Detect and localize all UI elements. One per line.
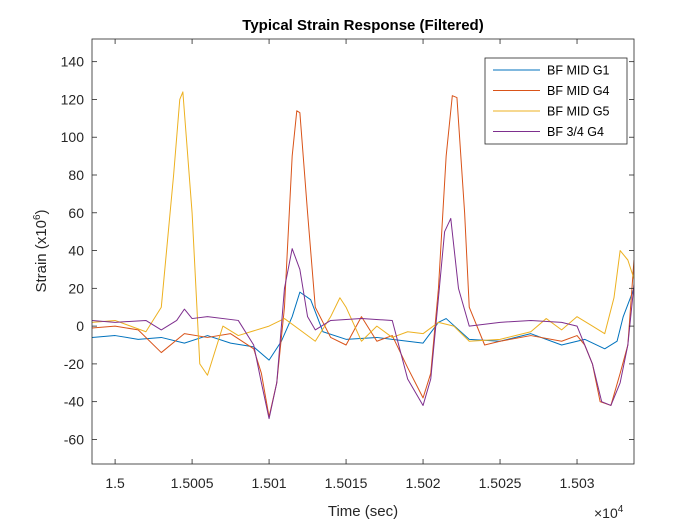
y-tick-label: 40 — [68, 243, 84, 259]
legend-label: BF MID G1 — [547, 64, 610, 78]
x-exponent-base: ×10 — [594, 505, 618, 521]
y-tick-label: 100 — [61, 129, 85, 145]
series-layer — [92, 91, 634, 420]
legend-label: BF MID G4 — [547, 84, 610, 98]
legend-label: BF MID G5 — [547, 105, 610, 119]
x-tick-label: 1.5 — [105, 475, 125, 491]
legend: BF MID G1 BF MID G4 BF MID G5 BF 3/4 G4 — [484, 57, 628, 145]
x-tick-label: 1.502 — [406, 475, 441, 491]
x-tick-label: 1.5015 — [325, 475, 368, 491]
svg-text:×104: ×104 — [594, 504, 624, 521]
x-tick-label: 1.5025 — [479, 475, 522, 491]
ticks-layer: 1.5 1.5005 1.501 1.5015 1.502 1.5025 1.503 -60 -… — [61, 39, 634, 491]
series-line-3 — [92, 91, 634, 376]
x-exponent-power: 4 — [618, 504, 624, 515]
series-line-2 — [92, 95, 634, 418]
axes-layer — [91, 38, 635, 465]
y-tick-label: 0 — [76, 318, 84, 334]
x-tick-label: 1.501 — [252, 475, 287, 491]
y-tick-label: -60 — [64, 431, 84, 447]
x-tick-label: 1.503 — [560, 475, 595, 491]
y-axis-label-close: ) — [33, 209, 50, 214]
y-tick-label: -40 — [64, 394, 84, 410]
y-tick-label: 120 — [61, 91, 85, 107]
chart-title: Typical Strain Response (Filtered) — [242, 17, 483, 34]
x-tick-label: 1.5005 — [171, 475, 214, 491]
y-tick-label: 20 — [68, 280, 84, 296]
y-tick-label: 60 — [68, 205, 84, 221]
y-axis-label-text: Strain (x10 — [33, 220, 50, 293]
y-tick-label: 80 — [68, 167, 84, 183]
series-line-4 — [92, 217, 634, 420]
y-axis-label: Strain (x106) — [32, 209, 50, 292]
legend-label: BF 3/4 G4 — [547, 125, 604, 139]
legend-box — [484, 57, 628, 145]
x-axis-exponent: ×104 — [594, 504, 624, 521]
series-line-1 — [92, 288, 634, 361]
svg-text:Strain (x106): Strain (x106) — [32, 209, 50, 292]
y-tick-label: 140 — [61, 54, 85, 70]
axes-box — [91, 38, 635, 465]
y-axis-label-superscript: 6 — [32, 214, 43, 220]
y-tick-label: -20 — [64, 356, 84, 372]
x-axis-label: Time (sec) — [328, 503, 398, 520]
